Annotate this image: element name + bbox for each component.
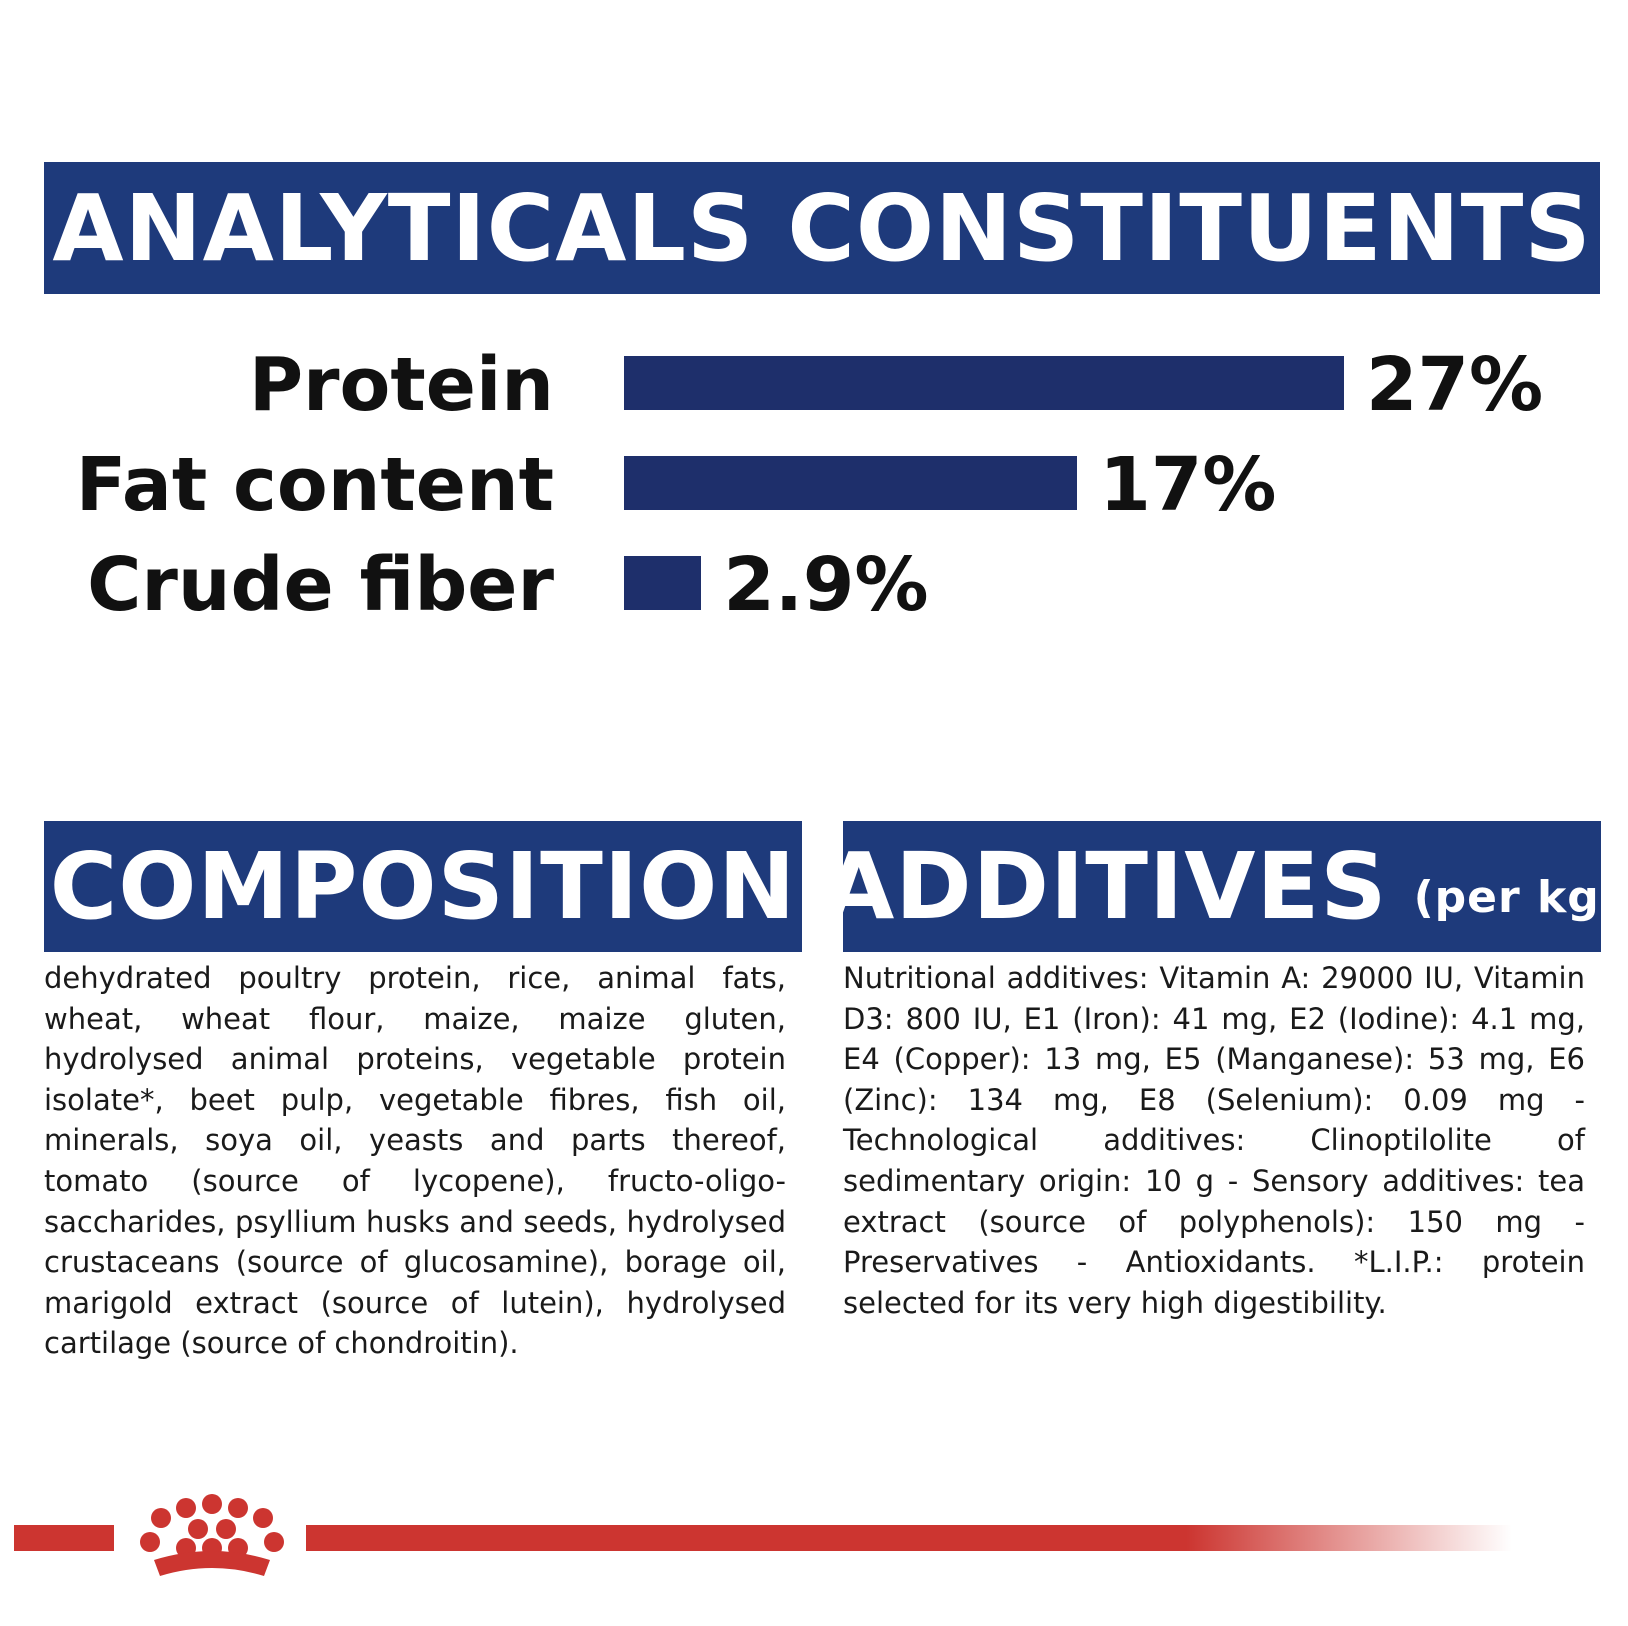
crown-logo-icon (140, 1494, 284, 1576)
additives-text: Nutritional additives: Vitamin A: 29000 … (843, 961, 1585, 1320)
additives-banner: ADDITIVES (per kg) (823, 821, 1620, 952)
bar-value-label: 17% (1099, 442, 1277, 528)
bar (624, 456, 1078, 510)
additives-subtitle: (per kg) (1413, 872, 1621, 923)
bar-label: Crude fiber (87, 542, 554, 628)
additives-title: ADDITIVES (823, 833, 1388, 940)
footer-red-line-right (306, 1525, 1512, 1551)
bar-label: Protein (248, 342, 554, 428)
constituents-bar-chart: Protein 27% Fat content 17% Crude fiber 2.9% (0, 330, 1628, 650)
composition-text: dehydrated poultry protein, rice, animal… (44, 961, 786, 1361)
bar (624, 356, 1344, 410)
bar-label: Fat content (75, 442, 554, 528)
analyticals-banner: ANALYTICALS CONSTITUENTS (44, 162, 1600, 294)
bar (624, 556, 702, 610)
bar-value-label: 2.9% (723, 542, 929, 628)
footer-red-line-left (14, 1525, 114, 1551)
bar-value-label: 27% (1366, 342, 1544, 428)
composition-title: COMPOSITION (49, 833, 797, 940)
composition-banner: COMPOSITION (44, 821, 802, 952)
brand-footer (0, 1480, 1628, 1590)
analyticals-title: ANALYTICALS CONSTITUENTS (52, 174, 1592, 282)
